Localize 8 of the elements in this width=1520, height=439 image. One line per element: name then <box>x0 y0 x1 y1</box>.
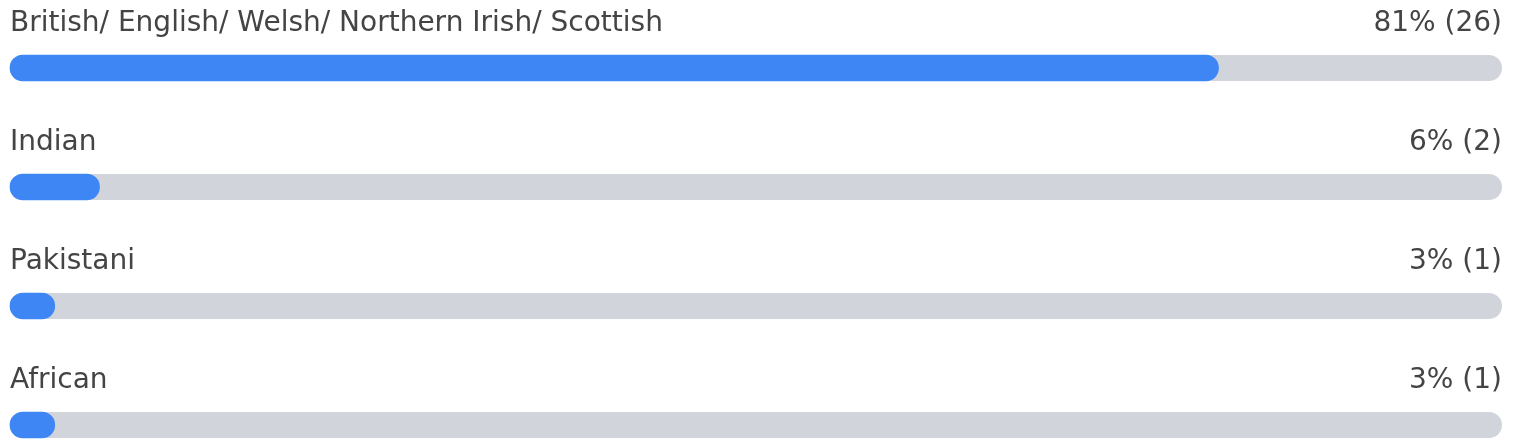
y-tick-label: Pakistani <box>10 243 136 277</box>
data-label: 81% (26) <box>1373 5 1502 39</box>
data-label: 6% (2) <box>1409 124 1502 158</box>
y-tick-label: British/ English/ Welsh/ Northern Irish/ Scottish <box>10 5 663 39</box>
y-tick-label: Indian <box>10 124 97 158</box>
y-tick-label: African <box>10 362 108 396</box>
data-label: 3% (1) <box>1409 243 1502 277</box>
data-label: 3% (1) <box>1409 362 1502 396</box>
